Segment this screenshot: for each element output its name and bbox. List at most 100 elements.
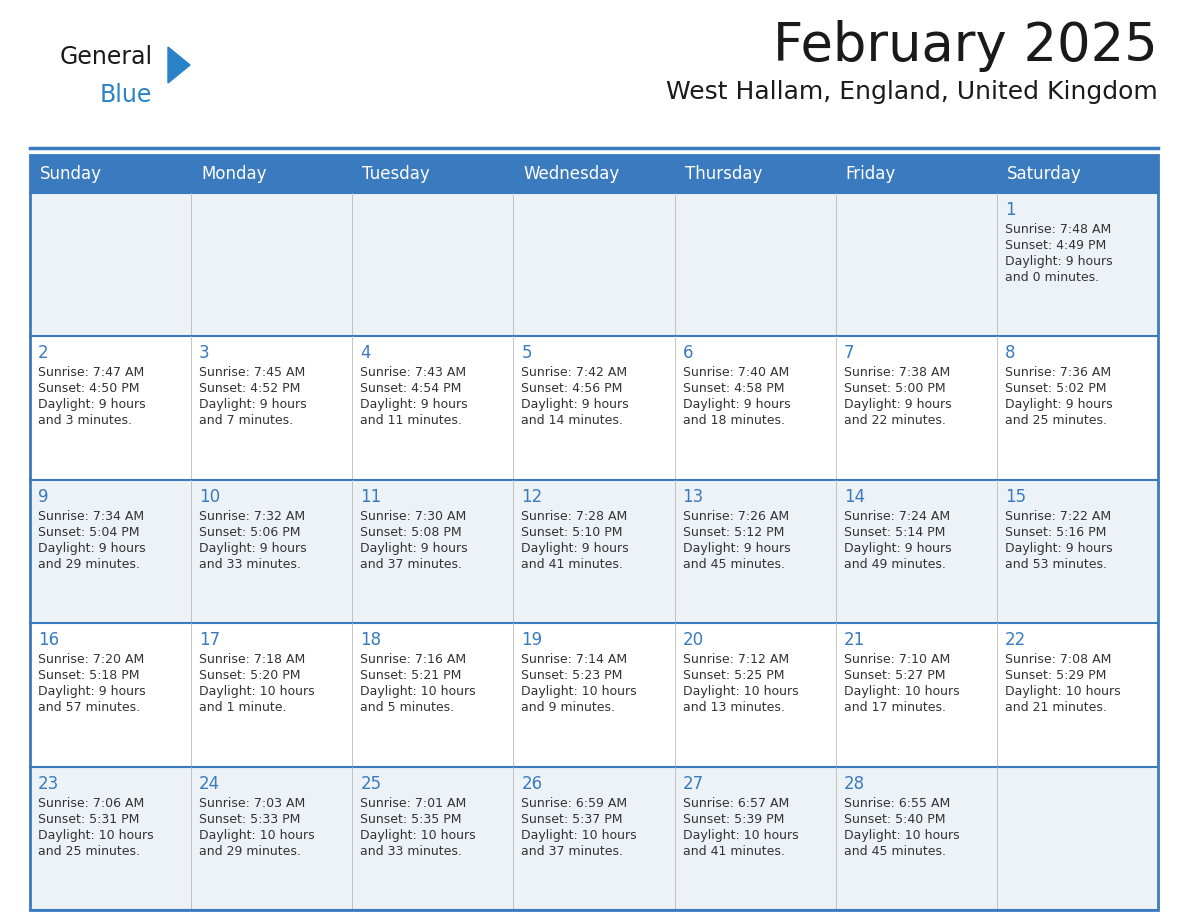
Text: Sunrise: 7:36 AM: Sunrise: 7:36 AM: [1005, 366, 1111, 379]
Text: Sunset: 5:25 PM: Sunset: 5:25 PM: [683, 669, 784, 682]
Bar: [30, 155, 1158, 193]
Text: Sunset: 5:12 PM: Sunset: 5:12 PM: [683, 526, 784, 539]
Text: and 29 minutes.: and 29 minutes.: [38, 558, 140, 571]
Text: and 33 minutes.: and 33 minutes.: [200, 558, 301, 571]
Text: Daylight: 10 hours: Daylight: 10 hours: [683, 829, 798, 842]
Text: Sunset: 4:56 PM: Sunset: 4:56 PM: [522, 383, 623, 396]
Text: Sunrise: 7:18 AM: Sunrise: 7:18 AM: [200, 654, 305, 666]
Text: Sunrise: 7:26 AM: Sunrise: 7:26 AM: [683, 509, 789, 522]
Text: Daylight: 9 hours: Daylight: 9 hours: [38, 398, 146, 411]
Bar: [30, 155, 1158, 910]
Text: Daylight: 9 hours: Daylight: 9 hours: [200, 542, 307, 554]
Text: Sunset: 5:21 PM: Sunset: 5:21 PM: [360, 669, 462, 682]
Text: 21: 21: [843, 632, 865, 649]
Text: 14: 14: [843, 487, 865, 506]
Text: 11: 11: [360, 487, 381, 506]
Text: and 33 minutes.: and 33 minutes.: [360, 845, 462, 857]
Text: Sunset: 5:29 PM: Sunset: 5:29 PM: [1005, 669, 1106, 682]
Text: Sunrise: 7:08 AM: Sunrise: 7:08 AM: [1005, 654, 1111, 666]
Text: 24: 24: [200, 775, 220, 792]
Text: and 9 minutes.: and 9 minutes.: [522, 701, 615, 714]
Text: 12: 12: [522, 487, 543, 506]
Text: Sunset: 5:35 PM: Sunset: 5:35 PM: [360, 812, 462, 825]
Text: and 18 minutes.: and 18 minutes.: [683, 414, 784, 428]
Text: Sunset: 5:10 PM: Sunset: 5:10 PM: [522, 526, 623, 539]
Text: 28: 28: [843, 775, 865, 792]
Text: Sunrise: 7:06 AM: Sunrise: 7:06 AM: [38, 797, 144, 810]
Text: and 5 minutes.: and 5 minutes.: [360, 701, 455, 714]
Text: 8: 8: [1005, 344, 1016, 363]
Text: and 14 minutes.: and 14 minutes.: [522, 414, 624, 428]
Text: Daylight: 9 hours: Daylight: 9 hours: [360, 542, 468, 554]
Text: Sunset: 5:40 PM: Sunset: 5:40 PM: [843, 812, 946, 825]
Text: Daylight: 9 hours: Daylight: 9 hours: [683, 398, 790, 411]
Text: Daylight: 10 hours: Daylight: 10 hours: [843, 829, 960, 842]
Text: Daylight: 9 hours: Daylight: 9 hours: [522, 542, 630, 554]
Text: 27: 27: [683, 775, 703, 792]
Text: Sunset: 5:02 PM: Sunset: 5:02 PM: [1005, 383, 1106, 396]
Text: Daylight: 10 hours: Daylight: 10 hours: [200, 685, 315, 699]
Text: 26: 26: [522, 775, 543, 792]
Text: Daylight: 9 hours: Daylight: 9 hours: [522, 398, 630, 411]
Text: Sunset: 4:58 PM: Sunset: 4:58 PM: [683, 383, 784, 396]
Text: and 17 minutes.: and 17 minutes.: [843, 701, 946, 714]
Text: Blue: Blue: [100, 83, 152, 107]
Text: and 37 minutes.: and 37 minutes.: [522, 845, 624, 857]
Text: Sunrise: 7:12 AM: Sunrise: 7:12 AM: [683, 654, 789, 666]
Text: and 25 minutes.: and 25 minutes.: [1005, 414, 1107, 428]
Text: and 21 minutes.: and 21 minutes.: [1005, 701, 1107, 714]
Text: and 7 minutes.: and 7 minutes.: [200, 414, 293, 428]
Text: Daylight: 10 hours: Daylight: 10 hours: [522, 685, 637, 699]
Text: Sunrise: 6:57 AM: Sunrise: 6:57 AM: [683, 797, 789, 810]
Text: and 1 minute.: and 1 minute.: [200, 701, 286, 714]
Text: Thursday: Thursday: [684, 165, 762, 183]
Text: Daylight: 9 hours: Daylight: 9 hours: [1005, 542, 1112, 554]
Text: Daylight: 10 hours: Daylight: 10 hours: [360, 685, 476, 699]
Text: Sunrise: 7:20 AM: Sunrise: 7:20 AM: [38, 654, 144, 666]
Text: Daylight: 10 hours: Daylight: 10 hours: [360, 829, 476, 842]
Text: and 41 minutes.: and 41 minutes.: [522, 558, 624, 571]
Text: and 49 minutes.: and 49 minutes.: [843, 558, 946, 571]
Text: Sunset: 5:16 PM: Sunset: 5:16 PM: [1005, 526, 1106, 539]
Text: and 22 minutes.: and 22 minutes.: [843, 414, 946, 428]
Text: and 41 minutes.: and 41 minutes.: [683, 845, 784, 857]
Text: Daylight: 9 hours: Daylight: 9 hours: [843, 398, 952, 411]
Text: Daylight: 9 hours: Daylight: 9 hours: [843, 542, 952, 554]
Text: 4: 4: [360, 344, 371, 363]
Text: Monday: Monday: [201, 165, 266, 183]
Text: 3: 3: [200, 344, 210, 363]
Bar: [30, 193, 1158, 336]
Text: Daylight: 9 hours: Daylight: 9 hours: [683, 542, 790, 554]
Text: Sunrise: 7:22 AM: Sunrise: 7:22 AM: [1005, 509, 1111, 522]
Text: 19: 19: [522, 632, 543, 649]
Text: Sunrise: 6:59 AM: Sunrise: 6:59 AM: [522, 797, 627, 810]
Text: Sunrise: 7:38 AM: Sunrise: 7:38 AM: [843, 366, 950, 379]
Text: West Hallam, England, United Kingdom: West Hallam, England, United Kingdom: [666, 80, 1158, 104]
Text: Sunset: 5:14 PM: Sunset: 5:14 PM: [843, 526, 946, 539]
Text: Tuesday: Tuesday: [362, 165, 430, 183]
Text: Sunset: 5:27 PM: Sunset: 5:27 PM: [843, 669, 946, 682]
Text: and 45 minutes.: and 45 minutes.: [843, 845, 946, 857]
Text: 18: 18: [360, 632, 381, 649]
Text: and 37 minutes.: and 37 minutes.: [360, 558, 462, 571]
Text: and 57 minutes.: and 57 minutes.: [38, 701, 140, 714]
Text: 2: 2: [38, 344, 49, 363]
Text: Sunset: 5:00 PM: Sunset: 5:00 PM: [843, 383, 946, 396]
Text: 17: 17: [200, 632, 220, 649]
Text: Sunrise: 7:32 AM: Sunrise: 7:32 AM: [200, 509, 305, 522]
Text: Sunrise: 7:30 AM: Sunrise: 7:30 AM: [360, 509, 467, 522]
Text: Sunrise: 6:55 AM: Sunrise: 6:55 AM: [843, 797, 950, 810]
Text: Saturday: Saturday: [1007, 165, 1081, 183]
Text: Sunrise: 7:03 AM: Sunrise: 7:03 AM: [200, 797, 305, 810]
Text: Daylight: 9 hours: Daylight: 9 hours: [200, 398, 307, 411]
Text: Sunset: 4:54 PM: Sunset: 4:54 PM: [360, 383, 462, 396]
Text: and 11 minutes.: and 11 minutes.: [360, 414, 462, 428]
Text: 5: 5: [522, 344, 532, 363]
Text: Sunset: 5:33 PM: Sunset: 5:33 PM: [200, 812, 301, 825]
Text: Sunday: Sunday: [40, 165, 102, 183]
Text: 10: 10: [200, 487, 220, 506]
Text: Daylight: 9 hours: Daylight: 9 hours: [1005, 255, 1112, 268]
Text: 9: 9: [38, 487, 49, 506]
Text: Daylight: 10 hours: Daylight: 10 hours: [683, 685, 798, 699]
Text: Sunset: 5:39 PM: Sunset: 5:39 PM: [683, 812, 784, 825]
